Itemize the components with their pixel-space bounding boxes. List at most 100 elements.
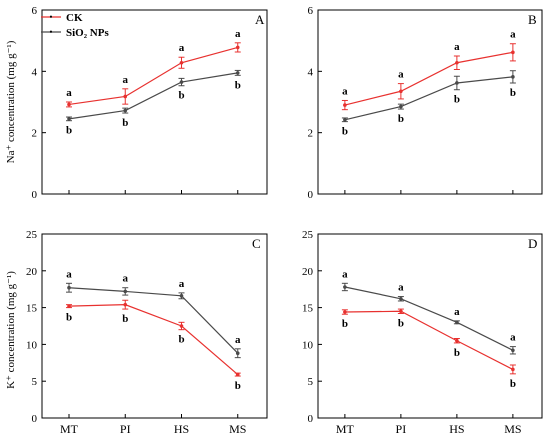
panel-a-series-ck-letter: a — [179, 42, 185, 54]
panel-c-series-ck-point — [123, 302, 128, 307]
panel-c-xtick-label: MS — [229, 422, 246, 436]
legend-sio2-label: SiO₂ NPs — [66, 27, 109, 39]
panel-b-series-ck-line — [344, 51, 513, 106]
panel-c-ytick-label: 5 — [32, 376, 38, 388]
panel-c-series-ck-point — [179, 324, 184, 328]
panel-d-xtick-label: HS — [449, 422, 464, 436]
panel-d-series-sio2-point — [455, 320, 459, 325]
panel-a-series-sio2-letter: b — [66, 125, 72, 137]
panel-b-series-ck-point — [455, 60, 459, 65]
panel-b-series-sio2-letter: b — [510, 87, 516, 99]
panel-d-series-ck-letter: b — [454, 347, 460, 359]
panel-c-series-sio2-point — [123, 289, 128, 294]
panel-d-series-sio2-letter: a — [510, 332, 516, 344]
panel-c-series-sio2-letter: a — [235, 334, 241, 346]
panel-c-series-ck-point — [67, 304, 71, 308]
panel-a-series-sio2-point — [179, 80, 184, 84]
panel-c: C 0 5 10 15 20 25 MT PI HS MS b b b b a a a a — [26, 229, 268, 436]
panel-a-series-ck-point — [123, 94, 128, 99]
panel-a-series-sio2-line — [68, 72, 238, 120]
panel-a-ytick-label: 0 — [32, 189, 38, 201]
panel-d-ytick-label: 15 — [302, 303, 314, 315]
panel-c-series-ck-letter: b — [66, 312, 72, 324]
panel-a-ytick-label: 2 — [32, 128, 38, 140]
panel-a-ytick-label: 6 — [32, 5, 38, 17]
panel-a-series-sio2-letter: b — [235, 79, 241, 91]
panel-d-series-sio2-point — [511, 348, 515, 353]
panel-c-ytick-label: 15 — [26, 303, 38, 315]
panel-b-series-sio2-point — [511, 75, 515, 79]
panel-b-series-sio2-letter: b — [398, 113, 404, 125]
panel-d-series-ck-point — [511, 367, 515, 372]
panel-b-ytick-label: 6 — [308, 5, 314, 17]
panel-d-series-sio2-letter: a — [398, 282, 404, 294]
panel-c-xtick-label: PI — [120, 422, 131, 436]
panel-c-series-sio2-point — [67, 285, 71, 290]
panel-b-series-sio2-letter: b — [342, 126, 348, 138]
panel-b-series-ck-point — [343, 103, 347, 107]
panel-c-ytick-label: 25 — [26, 229, 38, 241]
panel-a: A 0 2 4 6 a a a a b b b b — [32, 5, 268, 201]
panel-c-xtick-label: HS — [174, 422, 189, 436]
panel-b-series-ck-point — [399, 89, 403, 94]
panel-d-ytick-label: 10 — [302, 339, 314, 351]
panel-a-frame — [41, 9, 268, 195]
panel-letter-b: B — [528, 12, 537, 27]
panel-d-series-ck-point — [455, 338, 459, 343]
panel-a-ytick-label: 4 — [32, 66, 38, 78]
panel-d-frame — [317, 233, 543, 419]
panel-a-series-ck-letter: a — [123, 74, 129, 86]
panel-d-ytick-label: 0 — [308, 413, 314, 425]
panel-d-ytick-label: 25 — [302, 229, 314, 241]
panel-a-series-ck-point — [67, 102, 71, 107]
panel-d-series-ck-line — [344, 310, 514, 370]
panel-c-series-ck-letter: b — [122, 313, 128, 325]
panel-a-series-sio2-letter: b — [178, 90, 184, 102]
panel-d-series-sio2-point — [343, 285, 347, 289]
k-ylabel: K⁺ concentration (mg g⁻¹) — [5, 271, 17, 389]
panel-d-xtick-label: MT — [336, 422, 355, 436]
panel-letter-a: A — [255, 12, 265, 27]
panel-a-series-ck-letter: a — [235, 28, 241, 40]
legend-ck-label: CK — [66, 12, 83, 24]
panel-a-series-sio2-point — [123, 108, 128, 113]
panel-c-series-sio2-letter: a — [66, 268, 72, 280]
panel-d-series-sio2-point — [399, 296, 403, 301]
panel-d-xtick-label: PI — [396, 422, 407, 436]
panel-c-series-sio2-point — [235, 351, 240, 356]
panel-letter-d: D — [528, 236, 537, 251]
panel-c-series-sio2-letter: a — [123, 273, 129, 285]
legend-sio2-marker: • — [49, 27, 52, 37]
panel-a-series-ck-line — [68, 46, 238, 106]
panel-d-series-sio2-letter: a — [454, 306, 460, 318]
panel-b-series-ck-letter: a — [454, 41, 460, 53]
panel-d-xtick-label: MS — [504, 422, 521, 436]
panel-d-series-ck-point — [343, 310, 347, 314]
panel-letter-c: C — [252, 236, 261, 251]
panel-b-series-sio2-letter: b — [454, 94, 460, 106]
panel-b-series-ck-letter: a — [398, 69, 404, 81]
panel-b-ytick-label: 0 — [308, 189, 314, 201]
panel-c-ytick-label: 20 — [26, 266, 38, 278]
panel-c-frame — [41, 233, 268, 419]
panel-c-series-ck-line — [68, 304, 239, 376]
panel-d: D 0 5 10 15 20 25 MT PI HS MS b b b b a a a a — [302, 229, 543, 436]
panel-d-ytick-label: 5 — [308, 376, 314, 388]
panel-d-series-sio2-letter: a — [342, 268, 348, 280]
panel-c-series-sio2-letter: a — [179, 278, 185, 290]
panel-d-series-ck-letter: b — [510, 378, 516, 390]
panel-d-series-sio2-line — [344, 286, 514, 351]
panel-b-frame — [317, 9, 543, 195]
panel-c-ytick-label: 10 — [26, 339, 38, 351]
panel-b: B 0 2 4 6 a a a a b b b b — [308, 5, 543, 201]
panel-c-series-ck-letter: b — [235, 380, 241, 392]
panel-c-series-ck-point — [235, 372, 240, 377]
panel-a-series-sio2-point — [67, 117, 71, 121]
panel-d-series-ck-point — [399, 309, 403, 314]
panel-b-series-sio2-point — [343, 117, 347, 122]
legend-ck-marker: • — [49, 12, 52, 22]
panel-a-series-ck-point — [235, 45, 240, 50]
panel-b-series-ck-letter: a — [342, 85, 348, 97]
panel-a-series-sio2-letter: b — [122, 117, 128, 129]
